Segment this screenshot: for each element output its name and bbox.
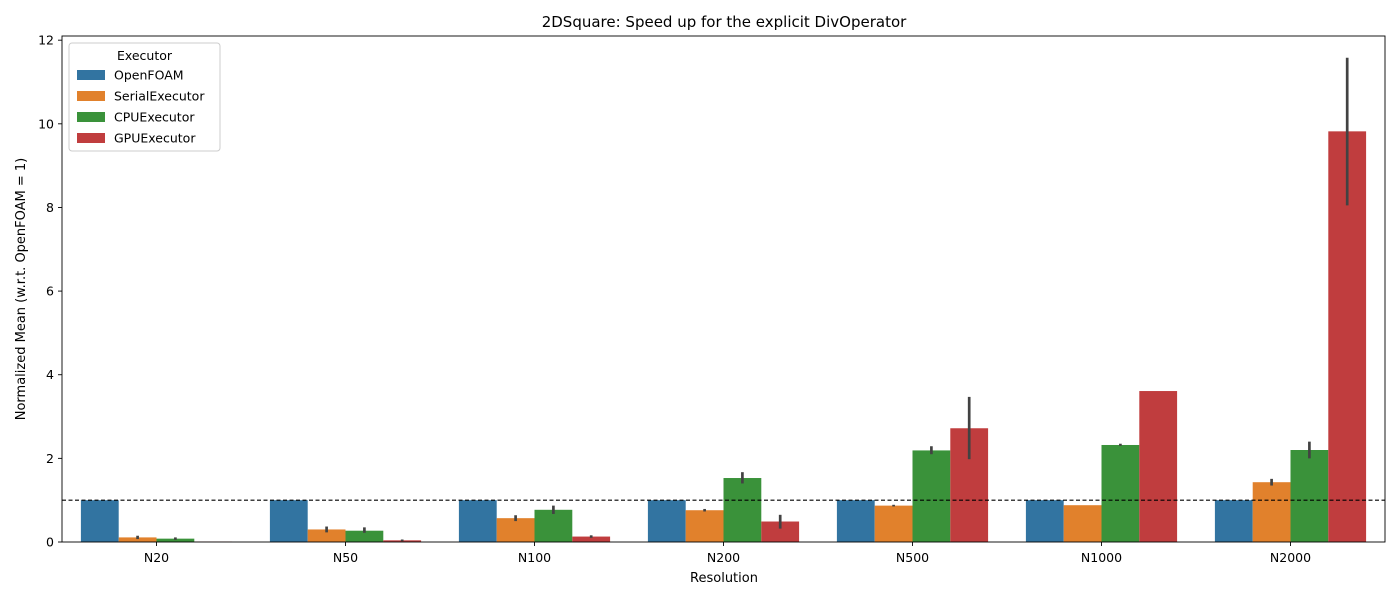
bar-openfoam-n20	[81, 500, 119, 542]
legend: Executor OpenFOAM SerialExecutor CPUExecuto…	[69, 43, 220, 151]
legend-title: Executor	[117, 48, 173, 63]
y-tick-label: 4	[46, 367, 54, 382]
y-tick-label: 10	[38, 116, 54, 131]
bar-serialexecutor-n1000	[1064, 505, 1102, 542]
legend-entry-openfoam: OpenFOAM	[114, 68, 184, 83]
bar-openfoam-n1000	[1026, 500, 1064, 542]
x-tick-label: N20	[144, 550, 169, 565]
legend-entry-cpuexecutor: CPUExecutor	[114, 110, 195, 125]
bar-serialexecutor-n500	[875, 506, 913, 542]
x-tick-label: N200	[707, 550, 740, 565]
axes-layer: 0 2 4 6 8 10 12 N20 N50 N100 N200 N500 N1000 N2000	[38, 33, 1385, 565]
legend-swatch-gpuexecutor	[77, 133, 105, 143]
y-tick-label: 0	[46, 535, 54, 550]
bar-openfoam-n50	[270, 500, 308, 542]
y-axis-label: Normalized Mean (w.r.t. OpenFOAM = 1)	[14, 158, 29, 421]
y-tick-label: 12	[38, 33, 54, 48]
x-tick-label: N500	[896, 550, 929, 565]
bar-cpuexecutor-n500	[913, 450, 951, 542]
legend-swatch-cpuexecutor	[77, 112, 105, 122]
bar-serialexecutor-n2000	[1253, 482, 1291, 542]
chart-title: 2DSquare: Speed up for the explicit DivO…	[542, 13, 907, 31]
legend-entry-serialexecutor: SerialExecutor	[114, 89, 205, 104]
bar-serialexecutor-n100	[497, 518, 535, 542]
bar-openfoam-n2000	[1215, 500, 1253, 542]
bar-cpuexecutor-n1000	[1102, 445, 1140, 542]
plot-frame	[62, 36, 1385, 542]
bar-cpuexecutor-n2000	[1291, 450, 1329, 542]
y-tick-label: 6	[46, 284, 54, 299]
bar-serialexecutor-n200	[686, 510, 724, 542]
bar-openfoam-n500	[837, 500, 875, 542]
bar-gpuexecutor-n1000	[1139, 391, 1177, 542]
y-tick-label: 8	[46, 200, 54, 215]
x-tick-label: N100	[518, 550, 551, 565]
legend-swatch-serialexecutor	[77, 91, 105, 101]
bars-layer	[81, 131, 1366, 542]
x-tick-label: N50	[333, 550, 358, 565]
bar-openfoam-n100	[459, 500, 497, 542]
x-tick-label: N1000	[1081, 550, 1122, 565]
x-axis-label: Resolution	[690, 571, 758, 586]
bar-openfoam-n200	[648, 500, 686, 542]
bar-cpuexecutor-n100	[535, 510, 573, 542]
bar-cpuexecutor-n200	[724, 478, 762, 542]
legend-entry-gpuexecutor: GPUExecutor	[114, 131, 196, 146]
legend-swatch-openfoam	[77, 70, 105, 80]
y-tick-label: 2	[46, 451, 54, 466]
x-tick-label: N2000	[1270, 550, 1311, 565]
